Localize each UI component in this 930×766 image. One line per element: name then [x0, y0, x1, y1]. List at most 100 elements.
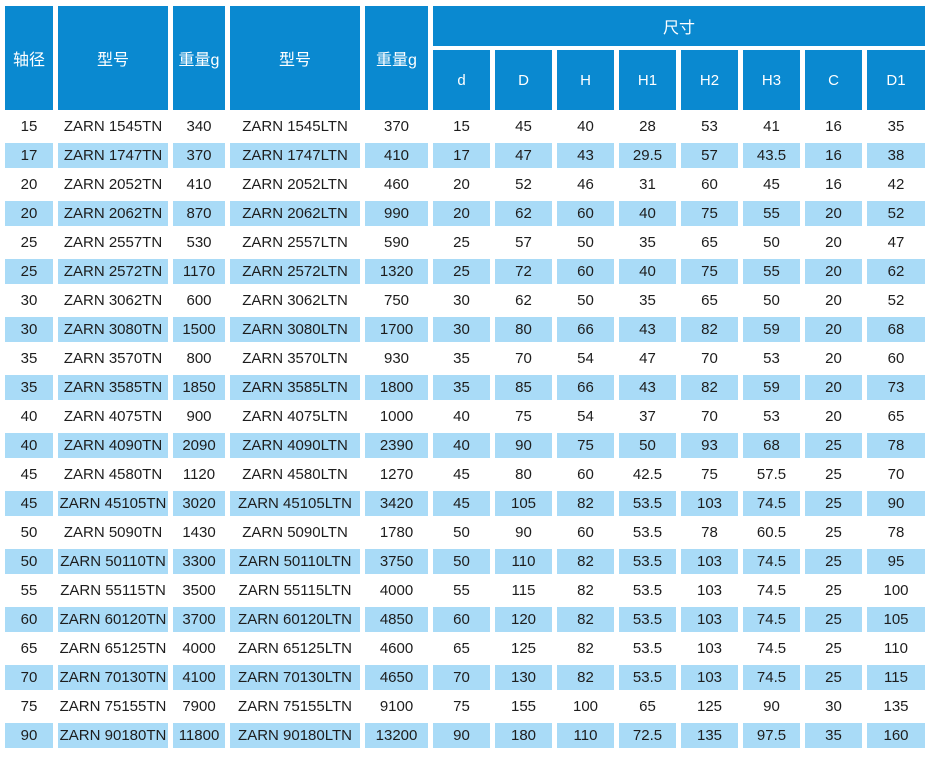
- weight-tn-cell: 410: [173, 172, 225, 197]
- dim-H-cell: 66: [557, 375, 614, 400]
- weight-tn-cell: 3500: [173, 578, 225, 603]
- dim-D-cell: 180: [495, 723, 552, 748]
- dim-D1-cell: 52: [867, 201, 925, 226]
- shaft-diameter-cell: 60: [5, 607, 53, 632]
- weight-ltn-cell: 3420: [365, 491, 428, 516]
- dim-H1-cell: 53.5: [619, 578, 676, 603]
- weight-tn-cell: 7900: [173, 694, 225, 719]
- weight-tn-cell: 800: [173, 346, 225, 371]
- dim-H3-cell: 59: [743, 317, 800, 342]
- dim-H2-cell: 57: [681, 143, 738, 168]
- weight-ltn-cell: 1000: [365, 404, 428, 429]
- weight-ltn-cell: 750: [365, 288, 428, 313]
- dim-H3-cell: 57.5: [743, 462, 800, 487]
- dim-C-cell: 25: [805, 578, 862, 603]
- dim-D1-cell: 95: [867, 549, 925, 574]
- dim-D-cell: 45: [495, 114, 552, 139]
- table-row: 70 ZARN 70130TN 4100 ZARN 70130LTN 4650 70 130…: [5, 665, 925, 690]
- weight-ltn-cell: 4850: [365, 607, 428, 632]
- dim-D1-cell: 35: [867, 114, 925, 139]
- dim-H-cell: 82: [557, 491, 614, 516]
- dim-D1-cell: 110: [867, 636, 925, 661]
- dim-H1-cell: 43: [619, 317, 676, 342]
- model-tn-cell: ZARN 45105TN: [58, 491, 168, 516]
- shaft-diameter-cell: 17: [5, 143, 53, 168]
- shaft-diameter-cell: 75: [5, 694, 53, 719]
- weight-tn-cell: 530: [173, 230, 225, 255]
- weight-ltn-cell: 2390: [365, 433, 428, 458]
- dim-H-cell: 46: [557, 172, 614, 197]
- dim-D1-cell: 60: [867, 346, 925, 371]
- shaft-diameter-cell: 40: [5, 433, 53, 458]
- dim-d-cell: 65: [433, 636, 490, 661]
- model-ltn-cell: ZARN 3570LTN: [230, 346, 360, 371]
- col-header-model-tn: 型号: [58, 6, 168, 110]
- table-row: 35 ZARN 3570TN 800 ZARN 3570LTN 930 35 70 54 47 7…: [5, 346, 925, 371]
- weight-ltn-cell: 1700: [365, 317, 428, 342]
- dim-C-cell: 20: [805, 230, 862, 255]
- col-header-H1: H1: [619, 50, 676, 110]
- dim-H-cell: 60: [557, 520, 614, 545]
- model-ltn-cell: ZARN 4075LTN: [230, 404, 360, 429]
- header-row-group: 轴径 型号 重量g 型号 重量g 尺寸: [5, 6, 925, 110]
- dim-H3-cell: 43.5: [743, 143, 800, 168]
- col-header-model-ltn: 型号: [230, 6, 360, 110]
- weight-tn-cell: 1500: [173, 317, 225, 342]
- table-row: 30 ZARN 3080TN 1500 ZARN 3080LTN 1700 30 80 66 4…: [5, 317, 925, 342]
- model-ltn-cell: ZARN 2572LTN: [230, 259, 360, 284]
- dim-d-cell: 20: [433, 201, 490, 226]
- dim-C-cell: 20: [805, 288, 862, 313]
- model-ltn-cell: ZARN 70130LTN: [230, 665, 360, 690]
- bearing-spec-page: 轴径 型号 重量g 型号 重量g 尺寸 d D H H1 H2 H3 C D1 …: [0, 2, 930, 752]
- dim-D1-cell: 52: [867, 288, 925, 313]
- model-ltn-cell: ZARN 2557LTN: [230, 230, 360, 255]
- dim-d-cell: 35: [433, 346, 490, 371]
- dim-d-cell: 20: [433, 172, 490, 197]
- dim-D1-cell: 78: [867, 520, 925, 545]
- table-row: 65 ZARN 65125TN 4000 ZARN 65125LTN 4600 65 125…: [5, 636, 925, 661]
- weight-tn-cell: 340: [173, 114, 225, 139]
- weight-tn-cell: 3300: [173, 549, 225, 574]
- dim-H2-cell: 82: [681, 375, 738, 400]
- dim-H-cell: 60: [557, 201, 614, 226]
- dim-D-cell: 52: [495, 172, 552, 197]
- table-row: 50 ZARN 50110TN 3300 ZARN 50110LTN 3750 50 110…: [5, 549, 925, 574]
- model-tn-cell: ZARN 70130TN: [58, 665, 168, 690]
- dim-H1-cell: 28: [619, 114, 676, 139]
- dim-C-cell: 20: [805, 259, 862, 284]
- model-ltn-cell: ZARN 1747LTN: [230, 143, 360, 168]
- dim-H3-cell: 60.5: [743, 520, 800, 545]
- shaft-diameter-cell: 35: [5, 346, 53, 371]
- weight-ltn-cell: 4650: [365, 665, 428, 690]
- dim-H-cell: 54: [557, 404, 614, 429]
- model-ltn-cell: ZARN 60120LTN: [230, 607, 360, 632]
- dim-H-cell: 110: [557, 723, 614, 748]
- dim-H2-cell: 70: [681, 346, 738, 371]
- col-header-C: C: [805, 50, 862, 110]
- col-header-weight-ltn: 重量g: [365, 6, 428, 110]
- dim-H2-cell: 78: [681, 520, 738, 545]
- dim-D-cell: 110: [495, 549, 552, 574]
- dim-D-cell: 90: [495, 520, 552, 545]
- dim-C-cell: 35: [805, 723, 862, 748]
- model-tn-cell: ZARN 75155TN: [58, 694, 168, 719]
- dim-D-cell: 80: [495, 317, 552, 342]
- dim-C-cell: 25: [805, 549, 862, 574]
- dim-D-cell: 105: [495, 491, 552, 516]
- dim-d-cell: 45: [433, 462, 490, 487]
- shaft-diameter-cell: 50: [5, 549, 53, 574]
- weight-ltn-cell: 4600: [365, 636, 428, 661]
- dim-H3-cell: 55: [743, 201, 800, 226]
- dim-D1-cell: 47: [867, 230, 925, 255]
- weight-ltn-cell: 930: [365, 346, 428, 371]
- weight-ltn-cell: 460: [365, 172, 428, 197]
- dim-D1-cell: 100: [867, 578, 925, 603]
- dim-H2-cell: 135: [681, 723, 738, 748]
- dim-H1-cell: 31: [619, 172, 676, 197]
- model-ltn-cell: ZARN 45105LTN: [230, 491, 360, 516]
- dim-D-cell: 80: [495, 462, 552, 487]
- dim-H2-cell: 125: [681, 694, 738, 719]
- dim-D1-cell: 105: [867, 607, 925, 632]
- dim-H3-cell: 74.5: [743, 665, 800, 690]
- table-row: 20 ZARN 2062TN 870 ZARN 2062LTN 990 20 62 60 40 7…: [5, 201, 925, 226]
